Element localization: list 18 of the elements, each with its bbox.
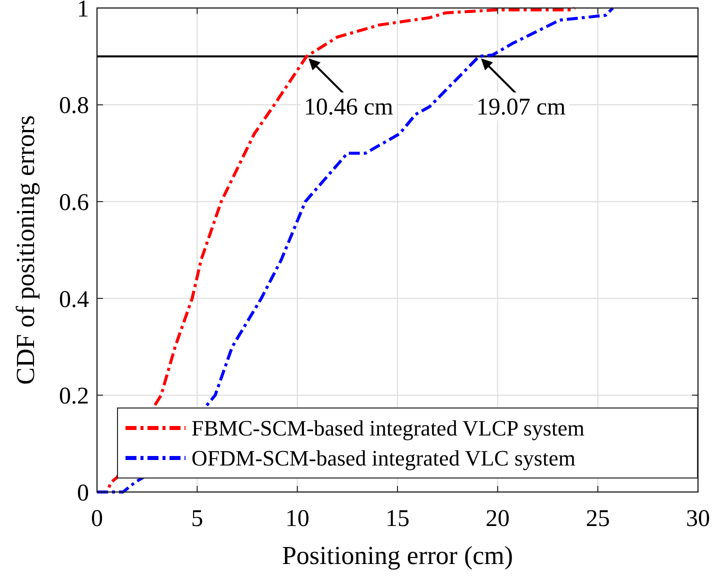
y-tick-label: 0.6 <box>59 190 89 216</box>
annotation: 19.07 cm <box>476 94 566 120</box>
annotation: 10.46 cm <box>304 94 394 120</box>
x-tick-label: 15 <box>386 506 410 532</box>
y-tick-label: 1 <box>77 0 89 22</box>
legend-label: FBMC-SCM-based integrated VLCP system <box>192 416 584 441</box>
y-tick-label: 0.8 <box>59 93 89 120</box>
y-tick-label: 0.4 <box>59 286 89 313</box>
x-tick-label: 25 <box>586 506 610 532</box>
x-axis-title: Positioning error (cm) <box>282 541 514 570</box>
x-tick-label: 10 <box>285 506 310 532</box>
x-tick-label: 20 <box>486 506 510 532</box>
y-tick-label: 0 <box>77 480 89 506</box>
x-tick-label: 30 <box>686 506 710 532</box>
legend-label: OFDM-SCM-based integrated VLC system <box>192 446 576 471</box>
y-axis-title: CDF of positioning errors <box>11 115 40 385</box>
x-tick-label: 5 <box>191 506 204 532</box>
y-tick-label: 0.2 <box>59 384 89 410</box>
